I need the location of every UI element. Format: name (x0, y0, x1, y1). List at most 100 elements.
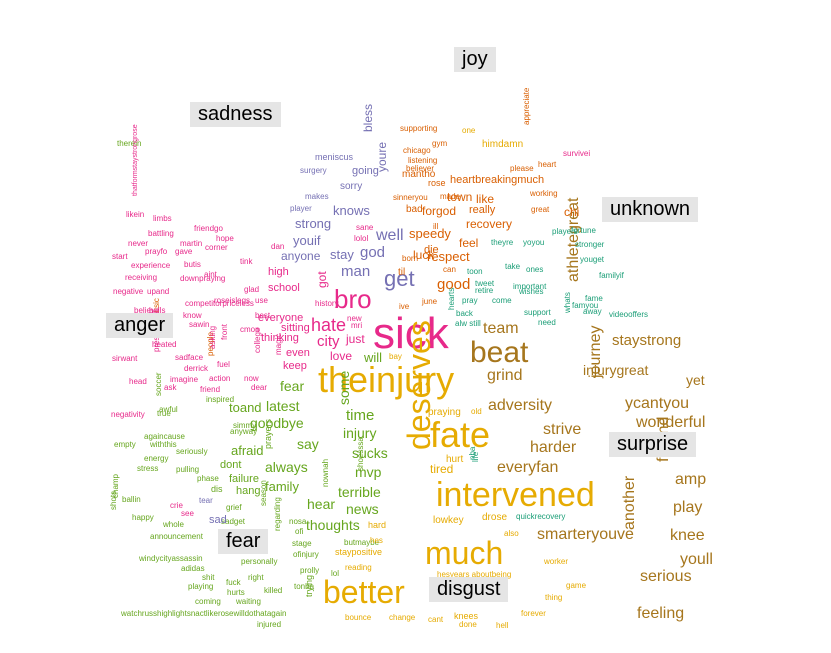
word-fear-159: right (248, 573, 264, 582)
word-fear-272: phase (197, 474, 219, 483)
word-anger-4: love (330, 349, 353, 363)
word-fear-77: time (346, 407, 375, 424)
word-fear-134: prolly (300, 566, 320, 575)
word-anger-250: dan (271, 242, 285, 251)
word-surprise-61: adversity (488, 397, 553, 414)
word-joy-209: great (531, 205, 550, 214)
word-sadness-26: youre (375, 141, 389, 172)
word-unknown-217: pray (462, 296, 478, 305)
word-fear-128: coming (195, 597, 221, 606)
word-fear-271: dis (211, 484, 223, 494)
word-fear-156: butmaybe (344, 538, 380, 547)
word-joy-41: recovery (466, 217, 513, 231)
word-joy-43: forgod (422, 204, 457, 218)
word-disgust-115: done (459, 620, 477, 629)
word-fear-278: awful (159, 405, 178, 414)
word-sadness-23: going (352, 165, 379, 177)
word-fear-136: windycityassassin (139, 554, 203, 563)
word-sadness-17: knows (333, 203, 370, 218)
word-joy-198: believer (406, 164, 435, 173)
word-anger-179: upand (147, 287, 170, 296)
word-fear-86: latest (266, 398, 300, 414)
word-anger-169: start (112, 252, 128, 261)
word-anger-5: got (315, 271, 329, 288)
word-sadness-14: anyone (281, 249, 321, 263)
word-fear-87: fear (280, 378, 305, 394)
word-sadness-19: god (360, 244, 386, 261)
word-disgust-124: praying (428, 407, 461, 418)
word-anger-188: imagine (170, 375, 199, 384)
word-fear-273: anyway (230, 427, 258, 436)
word-anger-166: never (128, 239, 149, 248)
word-fear-133: tonba (294, 582, 315, 591)
word-anger-256: mri (351, 321, 363, 330)
word-surprise-73: feeling (637, 605, 685, 622)
word-fear-141: happy (132, 513, 154, 522)
word-sadness-25: bless (361, 103, 375, 132)
word-fear-92: afraid (231, 443, 264, 458)
word-disgust-120: worker (544, 557, 569, 566)
word-anger-6: just (346, 332, 365, 346)
word-fear-157: shit (202, 573, 215, 582)
word-joy-197: working (530, 189, 558, 198)
word-anger-192: friend (200, 385, 221, 394)
word-disgust-234: bay (389, 352, 402, 361)
word-fear-83: hear (307, 496, 336, 512)
word-anger-184: sirwant (112, 354, 138, 363)
word-anger-178: negative (113, 287, 144, 296)
word-disgust-110: staypositive (335, 547, 383, 557)
word-joy-206: can (443, 265, 456, 274)
word-anger-8: even (286, 347, 310, 359)
word-joy-237: appreciate (522, 87, 531, 125)
word-disgust-125: hurt (446, 454, 464, 465)
word-fear-137: personally (241, 557, 278, 566)
word-unknown-220: alw still (455, 319, 481, 328)
word-surprise-63: wonderful (636, 414, 706, 431)
word-joy-39: feel (459, 236, 479, 250)
word-fear-148: withthis (150, 440, 177, 449)
word-unknown-105: need (538, 318, 556, 327)
word-anger-241: magic (274, 333, 283, 355)
word-unknown-218: come (492, 296, 512, 305)
word-sadness-30: player (290, 204, 312, 213)
word-joy-42: luck (413, 248, 435, 262)
word-fear-96: will (364, 350, 383, 365)
word-joy-52: mantho (402, 169, 436, 180)
word-fear-95: dont (220, 459, 242, 471)
word-disgust-111: reading (345, 563, 372, 572)
word-fear-88: toand (229, 400, 262, 415)
word-fear-131: hurts (227, 588, 245, 597)
word-unknown-98: fortune (571, 226, 596, 235)
word-anger-247: glad (244, 285, 260, 294)
label-sadness: sadness (190, 102, 281, 127)
word-anger-190: now (244, 374, 259, 383)
word-anger-175: receiving (125, 273, 158, 282)
word-anger-253: bulls (149, 306, 166, 315)
word-anger-1: bro (334, 284, 372, 314)
word-unknown-224: take (505, 262, 521, 271)
word-fear-266: regarding (273, 497, 282, 531)
word-surprise-70: smarteryouve (537, 526, 634, 543)
word-anger-244: asking (208, 325, 217, 349)
word-sadness-29: makes (305, 192, 329, 201)
word-joy-44: town (447, 190, 473, 204)
word-fear-154: ofinjury (293, 550, 319, 559)
label-disgust: disgust (429, 577, 509, 602)
word-unknown-104: videooffers (609, 310, 648, 319)
word-fear-84: thoughts (306, 517, 360, 533)
word-unknown-213: ones (526, 265, 544, 274)
word-unknown-222: away (583, 307, 602, 316)
word-anger-7: sitting (281, 322, 310, 334)
word-joy-208: june (422, 297, 438, 306)
word-fear-268: nownah (321, 458, 330, 487)
word-anger-193: negativity (111, 410, 145, 419)
word-anger-174: butis (184, 260, 201, 269)
word-disgust-114: cant (428, 615, 444, 624)
word-anger-246: fuel (217, 360, 230, 369)
word-disgust-231: hes (370, 536, 383, 545)
word-fear-152: grief (226, 503, 242, 512)
word-surprise-59: yet (686, 372, 705, 388)
word-joy-195: please (510, 164, 534, 173)
word-fear-147: empty (114, 440, 136, 449)
word-fear-139: announcement (150, 532, 203, 541)
